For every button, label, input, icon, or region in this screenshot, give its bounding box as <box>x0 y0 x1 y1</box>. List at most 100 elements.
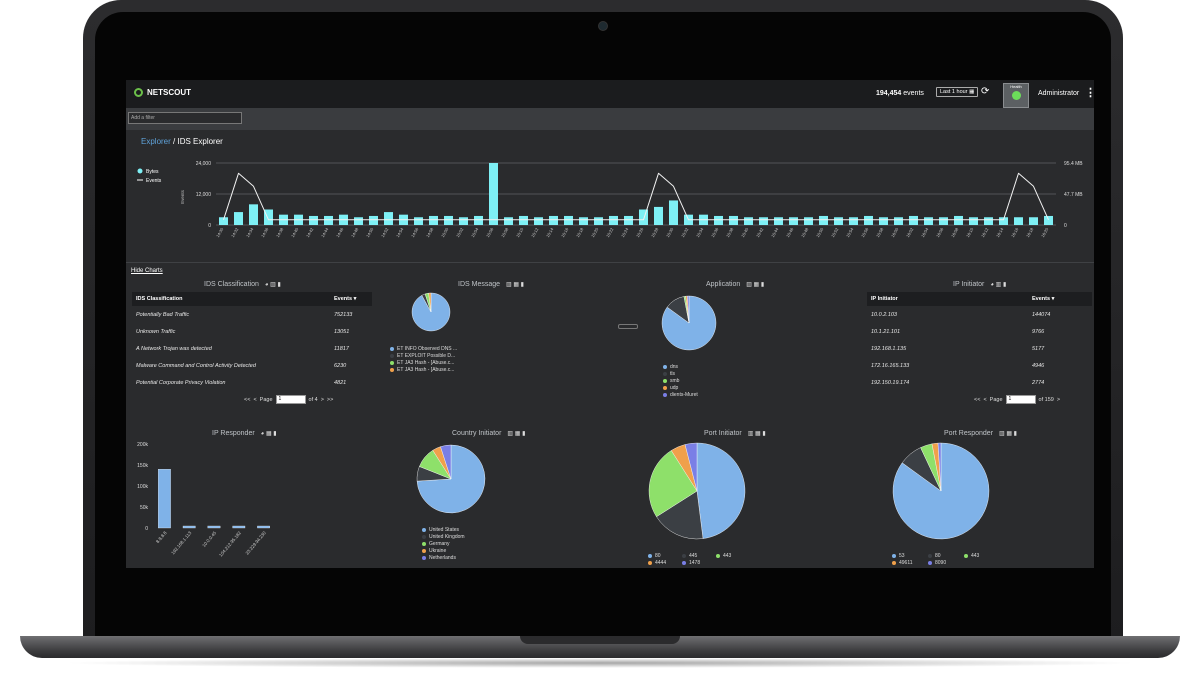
hide-charts-link[interactable]: Hide Charts <box>131 268 163 274</box>
legend-item[interactable]: 8090 <box>928 559 964 566</box>
timeline-bar[interactable] <box>654 206 663 225</box>
timeline-bar[interactable] <box>969 217 978 225</box>
ip-responder-bar[interactable] <box>182 525 196 529</box>
delete-icon[interactable]: ▮ <box>277 282 281 288</box>
column-header-events[interactable]: Events ▾ <box>1028 292 1092 306</box>
bar-chart-icon[interactable]: ▥ <box>270 282 276 288</box>
timeline-bar[interactable] <box>249 204 258 225</box>
timeline-bar[interactable] <box>1044 215 1053 225</box>
pie-slice[interactable] <box>684 442 698 492</box>
next-page-icon[interactable]: > <box>320 396 324 403</box>
timeline-bar[interactable] <box>309 215 318 225</box>
column-header-name[interactable]: IDS Classification <box>132 292 330 306</box>
timeline-bar[interactable] <box>369 215 378 225</box>
ip-responder-bar[interactable] <box>207 525 221 529</box>
timeline-bar[interactable] <box>519 215 528 225</box>
delete-icon[interactable]: ▮ <box>273 431 277 437</box>
timeline-bar[interactable] <box>1029 217 1038 225</box>
legend-item[interactable]: 80 <box>648 552 682 559</box>
first-page-icon[interactable]: << <box>974 396 981 403</box>
delete-icon[interactable]: ▮ <box>520 282 524 288</box>
timeline-bar[interactable] <box>459 217 468 225</box>
timeline-bar[interactable] <box>804 217 813 225</box>
legend-item[interactable]: dients-Muret <box>663 391 698 398</box>
timeline-bar[interactable] <box>924 217 933 225</box>
timeline-bar[interactable] <box>774 217 783 225</box>
table-row[interactable]: Potential Corporate Privacy Violation 482… <box>132 374 372 391</box>
breadcrumb-root[interactable]: Explorer <box>141 137 171 146</box>
timeline-bar[interactable] <box>864 215 873 225</box>
timeline-bar[interactable] <box>504 217 513 225</box>
timeline-bar[interactable] <box>594 217 603 225</box>
timeline-bar[interactable] <box>624 215 633 225</box>
timeline-bar[interactable] <box>489 163 498 225</box>
legend-item[interactable]: 445 <box>682 552 716 559</box>
first-page-icon[interactable]: << <box>244 396 251 403</box>
table-row[interactable]: 10.1.21.101 9766 <box>867 323 1092 340</box>
table-icon[interactable]: ▦ <box>1006 431 1012 437</box>
application-pie[interactable] <box>661 295 717 351</box>
timeline-bar[interactable] <box>639 209 648 226</box>
table-icon[interactable]: ▦ <box>755 431 761 437</box>
legend-item[interactable]: smb <box>663 377 698 384</box>
timeline-bar[interactable] <box>414 217 423 225</box>
pie-chart-icon[interactable]: ◕ <box>264 282 269 288</box>
legend-item[interactable]: tls <box>663 370 698 377</box>
legend-item[interactable]: United States <box>422 526 465 533</box>
time-range-button[interactable]: Last 1 hour ▦ <box>936 87 979 97</box>
delete-icon[interactable]: ▮ <box>1013 431 1017 437</box>
legend-item[interactable]: Ukraine <box>422 547 465 554</box>
timeline-bar[interactable] <box>819 215 828 225</box>
logo[interactable]: NETSCOUT <box>134 88 191 97</box>
bar-chart-icon[interactable]: ▥ <box>995 282 1002 288</box>
timeline-bar[interactable] <box>354 217 363 225</box>
delete-icon[interactable]: ▮ <box>1002 282 1007 288</box>
legend-item[interactable]: 53 <box>892 552 928 559</box>
legend-item[interactable]: 1478 <box>682 559 716 566</box>
table-icon[interactable]: ▦ <box>753 282 760 288</box>
ip-responder-bar[interactable] <box>257 525 270 529</box>
ip-responder-bar[interactable] <box>158 469 171 529</box>
timeline-bar[interactable] <box>759 217 768 225</box>
timeline-bar[interactable] <box>714 215 723 225</box>
table-row[interactable]: 192.150.19.174 2774 <box>867 374 1092 391</box>
timeline-bar[interactable] <box>909 215 918 225</box>
ids-message-pie[interactable] <box>411 292 451 332</box>
bar-chart-icon[interactable]: ▥ <box>746 282 752 288</box>
legend-item[interactable]: 49611 <box>892 559 928 566</box>
timeline-bar[interactable] <box>264 209 273 226</box>
timeline-bar[interactable] <box>564 215 573 225</box>
table-row[interactable]: Malware Command and Control Activity Det… <box>132 357 372 374</box>
table-icon[interactable]: ▦ <box>514 431 521 437</box>
timeline-bar[interactable] <box>834 217 843 225</box>
timeline-bar[interactable] <box>609 215 618 225</box>
timeline-chart[interactable]: Bytes Events Events 24,000 95.4 MB 12,000 47.… <box>126 155 1094 265</box>
page-input[interactable]: 1 <box>1005 395 1036 404</box>
pie-chart-icon[interactable]: ◕ <box>990 282 994 288</box>
legend-item[interactable]: Netherlands <box>422 554 465 561</box>
bar-chart-icon[interactable]: ▥ <box>505 282 512 288</box>
more-menu-icon[interactable]: ⋮ <box>1085 87 1094 99</box>
bar-chart-icon[interactable]: ▥ <box>747 431 754 437</box>
timeline-bar[interactable] <box>984 217 993 225</box>
timeline-bar[interactable] <box>894 217 903 225</box>
table-row[interactable]: 172.16.165.133 4946 <box>867 357 1092 374</box>
pie-slice[interactable] <box>428 292 432 313</box>
timeline-bar[interactable] <box>879 217 888 225</box>
port-initiator-pie[interactable] <box>648 442 746 540</box>
legend-item[interactable]: udp <box>663 384 698 391</box>
timeline-bar[interactable] <box>549 215 558 225</box>
filter-input[interactable]: Add a filter <box>128 112 242 124</box>
timeline-bar[interactable] <box>579 217 588 225</box>
legend-item[interactable]: ET EXPLOIT Possible D... <box>390 352 457 359</box>
timeline-bar[interactable] <box>324 215 333 225</box>
ip-responder-chart[interactable]: 200k 150k 100k 50k 0 8.8.8.8 192.168.1.113 10.0… <box>126 438 286 566</box>
user-menu[interactable]: Administrator <box>1038 90 1080 97</box>
delete-icon[interactable]: ▮ <box>760 282 765 288</box>
pie-slice[interactable] <box>656 490 704 540</box>
legend-item[interactable]: ET JA3 Hash - [Abuse.c... <box>390 359 457 366</box>
timeline-bar[interactable] <box>954 215 963 225</box>
prev-page-icon[interactable]: < <box>983 396 987 403</box>
table-icon[interactable]: ▦ <box>513 282 519 288</box>
legend-item[interactable]: ET JA3 Hash - [Abuse.c... <box>390 366 457 373</box>
